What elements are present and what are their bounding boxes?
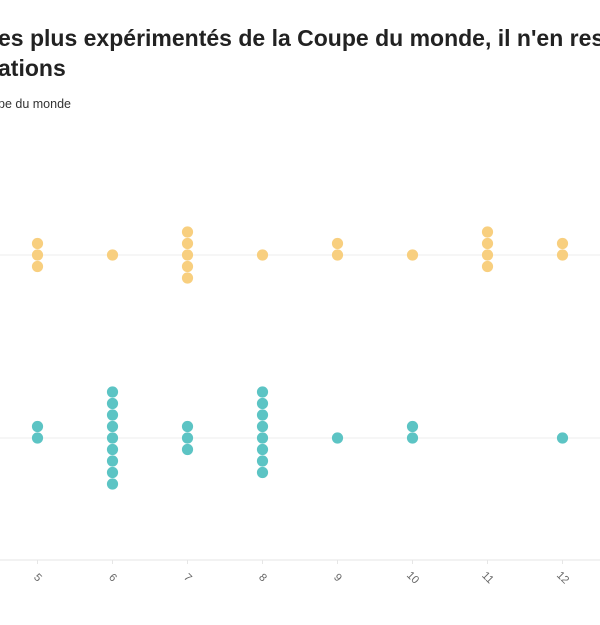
dot (256, 455, 269, 467)
dot (181, 237, 194, 250)
dot-stack (256, 386, 269, 479)
x-tick-label: 11 (479, 570, 496, 587)
dot-stack (256, 249, 269, 261)
dot (31, 432, 44, 444)
dot (556, 249, 569, 261)
dot (256, 409, 269, 421)
dot-stack (31, 420, 44, 444)
dot (406, 432, 419, 444)
dot (331, 249, 344, 261)
dot (256, 466, 269, 479)
dot (256, 443, 269, 456)
dot (406, 249, 419, 261)
dot (31, 260, 44, 273)
dot (256, 386, 269, 398)
dot (256, 432, 269, 444)
x-tick-label: 12 (554, 569, 571, 586)
dot (181, 260, 194, 273)
dot (181, 443, 194, 456)
dot-stack (481, 226, 494, 273)
dot (106, 455, 119, 467)
dot (181, 226, 194, 238)
dot (331, 432, 344, 444)
dot (256, 420, 269, 433)
x-tick-label: 9 (331, 572, 344, 585)
x-tick-label: 5 (31, 572, 44, 585)
dot-stack (406, 420, 419, 444)
dot (556, 237, 569, 250)
dot (106, 409, 119, 421)
dot (481, 249, 494, 261)
dot (181, 272, 194, 284)
dot (106, 443, 119, 456)
chart-subtitle: pe du monde (0, 97, 71, 111)
chart-title: es plus expérimentés de la Coupe du mond… (0, 25, 600, 51)
dot (106, 466, 119, 479)
dot (106, 420, 119, 433)
dot (31, 237, 44, 250)
dot (481, 226, 494, 238)
dot-stack (181, 420, 194, 456)
dot (31, 249, 44, 261)
dot (481, 237, 494, 250)
dot (106, 386, 119, 398)
dot (106, 478, 119, 490)
dot-stack (556, 432, 569, 444)
dot (481, 260, 494, 273)
dot-stack (331, 237, 344, 261)
dot (556, 432, 569, 444)
dot-stack (406, 249, 419, 261)
dot-stack (106, 249, 119, 261)
chart-title: ations (0, 55, 66, 81)
dot (31, 420, 44, 433)
dot-stack (181, 226, 194, 284)
dot-stack (31, 237, 44, 273)
dot (181, 432, 194, 444)
dot-stack (331, 432, 344, 444)
dot (256, 249, 269, 261)
dot (106, 397, 119, 410)
dot (106, 432, 119, 444)
dot-stack (106, 386, 119, 490)
dot (331, 237, 344, 250)
dot (181, 420, 194, 433)
dot (256, 397, 269, 410)
dot (406, 420, 419, 433)
x-tick-label: 10 (404, 569, 421, 586)
x-tick-label: 8 (256, 572, 269, 585)
dot (181, 249, 194, 261)
dot (106, 249, 119, 261)
x-tick-label: 7 (181, 572, 194, 585)
x-tick-label: 6 (106, 572, 119, 585)
dot-stack (556, 237, 569, 261)
